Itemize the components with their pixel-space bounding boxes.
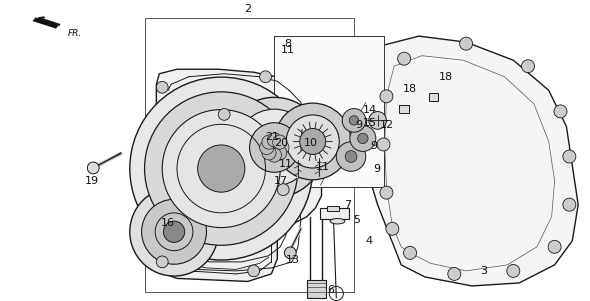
Circle shape	[145, 92, 298, 245]
Circle shape	[274, 103, 351, 180]
Text: FR.: FR.	[68, 29, 82, 38]
Text: 13: 13	[286, 255, 300, 265]
Circle shape	[262, 135, 276, 149]
Circle shape	[267, 133, 281, 147]
Circle shape	[460, 37, 473, 50]
Polygon shape	[156, 69, 322, 281]
Circle shape	[260, 126, 271, 138]
Text: 5: 5	[353, 215, 360, 225]
Bar	[399, 105, 409, 113]
Circle shape	[275, 140, 289, 155]
Text: 11: 11	[278, 159, 293, 169]
Circle shape	[358, 133, 368, 144]
Circle shape	[380, 90, 393, 103]
Bar	[320, 208, 349, 219]
Circle shape	[404, 246, 417, 259]
Text: 20: 20	[274, 138, 288, 148]
Circle shape	[386, 222, 399, 235]
Text: 14: 14	[363, 105, 377, 115]
FancyArrowPatch shape	[39, 17, 60, 25]
Circle shape	[286, 115, 339, 168]
Circle shape	[236, 109, 313, 186]
Circle shape	[563, 150, 576, 163]
Circle shape	[260, 140, 274, 155]
Circle shape	[377, 138, 390, 151]
Circle shape	[398, 52, 411, 65]
Bar	[429, 93, 438, 101]
Text: 15: 15	[363, 118, 377, 129]
Circle shape	[261, 135, 287, 160]
Text: 4: 4	[365, 236, 372, 246]
Circle shape	[87, 162, 99, 174]
Text: 21: 21	[266, 132, 280, 142]
Circle shape	[300, 129, 326, 154]
Circle shape	[267, 148, 281, 162]
Text: 8: 8	[284, 39, 291, 49]
Text: 18: 18	[403, 84, 417, 94]
Text: 9: 9	[355, 120, 362, 130]
Circle shape	[250, 123, 299, 172]
Circle shape	[380, 186, 393, 199]
Text: 2: 2	[244, 4, 251, 14]
Text: 18: 18	[439, 72, 453, 82]
Polygon shape	[274, 36, 384, 187]
Circle shape	[224, 97, 324, 198]
Text: 16: 16	[161, 218, 175, 228]
Circle shape	[162, 110, 280, 228]
Polygon shape	[366, 36, 578, 286]
Circle shape	[554, 105, 567, 118]
Text: 3: 3	[480, 266, 487, 276]
Circle shape	[507, 264, 520, 278]
Circle shape	[336, 142, 366, 171]
Circle shape	[277, 184, 289, 196]
Circle shape	[163, 221, 185, 242]
Text: 11: 11	[316, 162, 330, 172]
Circle shape	[198, 145, 245, 192]
Text: 9: 9	[371, 141, 378, 151]
Circle shape	[260, 71, 271, 83]
Circle shape	[130, 77, 313, 260]
Bar	[307, 280, 326, 298]
Circle shape	[262, 146, 276, 160]
Circle shape	[349, 116, 359, 125]
Ellipse shape	[330, 219, 345, 224]
Text: 19: 19	[84, 175, 99, 186]
Circle shape	[350, 126, 376, 151]
Text: 6: 6	[327, 285, 334, 296]
Circle shape	[273, 146, 287, 160]
Circle shape	[156, 256, 168, 268]
Polygon shape	[32, 17, 59, 29]
Text: 17: 17	[274, 175, 288, 186]
Text: 11: 11	[280, 45, 294, 55]
Circle shape	[448, 267, 461, 281]
Circle shape	[522, 60, 535, 73]
Circle shape	[130, 188, 218, 276]
Circle shape	[273, 135, 287, 149]
Text: 10: 10	[303, 138, 317, 148]
Circle shape	[284, 247, 296, 259]
Text: 7: 7	[345, 200, 352, 210]
Circle shape	[369, 112, 386, 129]
Circle shape	[345, 150, 357, 163]
Circle shape	[563, 198, 576, 211]
Circle shape	[342, 109, 366, 132]
Circle shape	[248, 265, 260, 277]
Text: 9: 9	[373, 163, 380, 174]
Circle shape	[142, 199, 206, 264]
Circle shape	[218, 108, 230, 120]
Text: 12: 12	[379, 120, 394, 130]
Circle shape	[156, 81, 168, 93]
Circle shape	[548, 240, 561, 253]
Polygon shape	[327, 206, 339, 211]
